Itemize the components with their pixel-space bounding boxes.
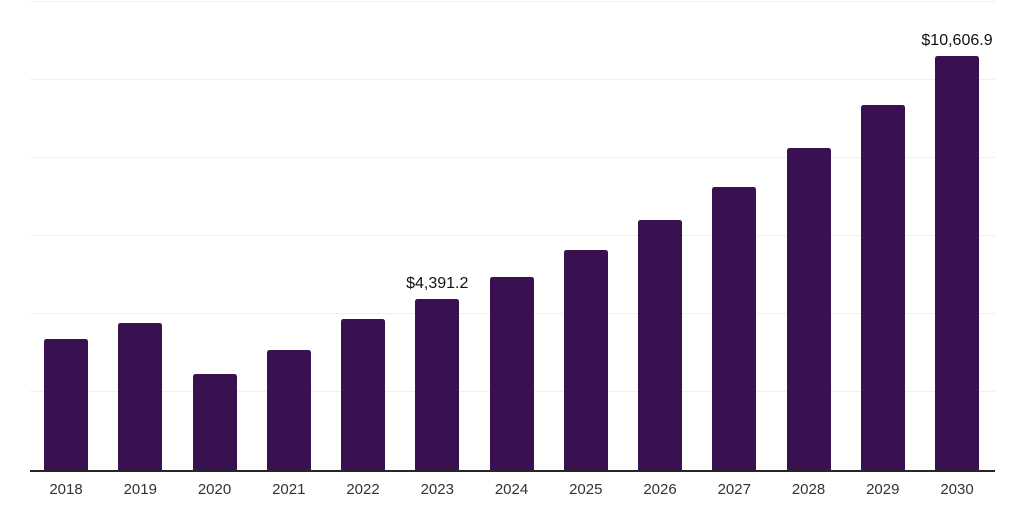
x-axis: 2018 2019 2020 2021 2022 2023 2024 2025 2026 2027… (30, 480, 995, 504)
bar-value-label-2023: $4,391.2 (406, 274, 469, 292)
x-axis-label-2025: 2025 (569, 481, 603, 498)
gridline (30, 235, 995, 236)
x-axis-label-2022: 2022 (346, 481, 380, 498)
x-axis-label-2023: 2023 (420, 481, 454, 498)
bar-value-label-2030: $10,606.9 (921, 32, 993, 50)
gridline (30, 1, 995, 2)
bar-2021 (266, 349, 311, 470)
bar-2030 (935, 56, 979, 470)
gridline (30, 157, 995, 158)
x-axis-label-2028: 2028 (791, 481, 826, 498)
bar-2018 (44, 338, 88, 470)
bar-2023 (415, 298, 460, 470)
bar-2029 (860, 104, 905, 470)
x-axis-label-2018: 2018 (49, 481, 83, 498)
bar-2027 (712, 186, 757, 470)
x-axis-label-2024: 2024 (494, 481, 529, 498)
x-axis-label-2030: 2030 (940, 481, 974, 498)
bar-2022 (341, 319, 385, 470)
gridline (30, 79, 995, 80)
bar-2026 (638, 220, 682, 470)
bar-2019 (118, 322, 163, 470)
x-axis-label-2026: 2026 (643, 481, 677, 498)
x-axis-label-2019: 2019 (123, 481, 157, 498)
x-axis-label-2021: 2021 (272, 481, 306, 498)
x-axis-label-2029: 2029 (866, 481, 900, 498)
bar-2024 (489, 276, 534, 470)
bar-2025 (563, 250, 608, 470)
bar-2020 (192, 374, 237, 470)
x-axis-label-2027: 2027 (717, 481, 751, 498)
plot-area: $4,391.2 $10,606.9 (30, 1, 995, 472)
bar-2028 (786, 147, 831, 470)
x-axis-label-2020: 2020 (197, 481, 232, 498)
